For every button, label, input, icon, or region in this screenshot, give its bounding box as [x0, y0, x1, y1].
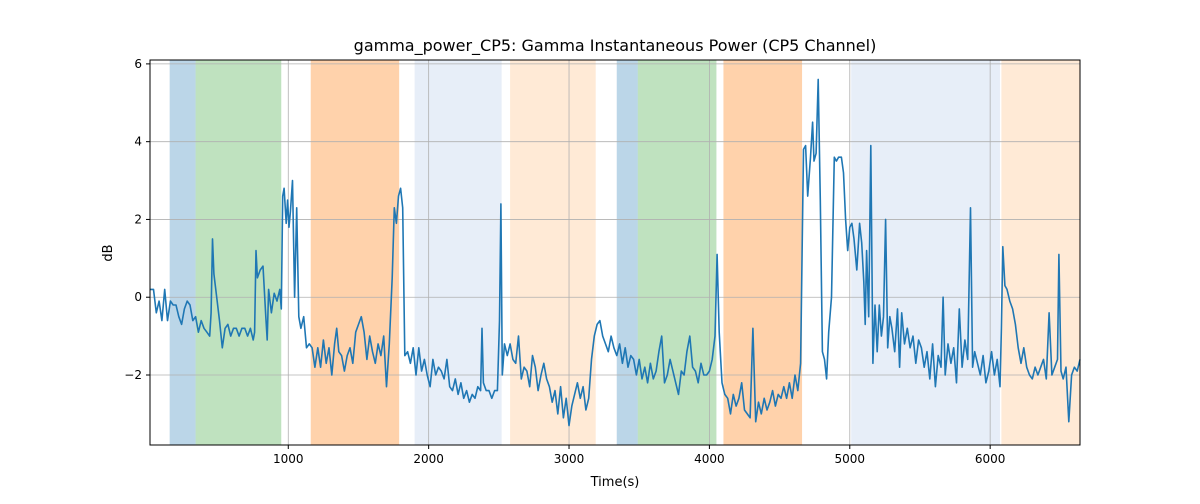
shaded-band-9	[851, 60, 1000, 445]
x-tick-label: 3000	[554, 452, 585, 466]
x-tick-label: 1000	[273, 452, 304, 466]
y-tick-label: 2	[134, 212, 142, 226]
shaded-band-10	[1001, 60, 1080, 445]
shaded-band-2	[195, 60, 282, 445]
chart-title: gamma_power_CP5: Gamma Instantaneous Pow…	[354, 36, 877, 56]
x-tick-label: 4000	[694, 452, 725, 466]
x-tick-label: 5000	[835, 452, 866, 466]
series-lines	[150, 78, 1081, 427]
y-tick-label: 6	[134, 57, 142, 71]
shaded-band-8	[723, 60, 803, 445]
y-axis-label: dB	[101, 244, 116, 261]
x-tick-label: 6000	[975, 452, 1006, 466]
shaded-band-3	[310, 60, 400, 445]
y-tick-label: 4	[134, 135, 142, 149]
x-tick-label: 2000	[413, 452, 444, 466]
y-axis-ticks: −2 0 2 4 6	[124, 57, 150, 382]
shaded-bands	[169, 60, 1080, 445]
series-line-1	[150, 78, 1081, 427]
x-axis-ticks: 1000 2000 3000 4000 5000 6000	[273, 445, 1005, 466]
shaded-band-5	[510, 60, 596, 445]
shaded-band-4	[414, 60, 502, 445]
shaded-band-7	[637, 60, 717, 445]
y-tick-label: 0	[134, 290, 142, 304]
shaded-band-6	[616, 60, 638, 445]
x-axis-label: Time(s)	[590, 475, 640, 490]
grid-lines	[150, 60, 1080, 445]
plot-frame	[149, 59, 1081, 446]
shaded-band-1	[169, 60, 196, 445]
y-tick-label: −2	[124, 368, 142, 382]
